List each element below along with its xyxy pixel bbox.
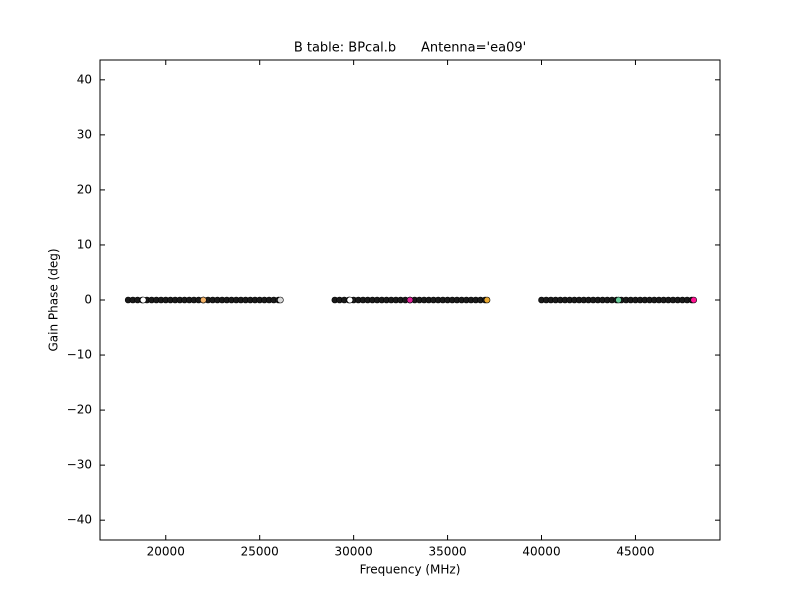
y-tick-label: −10 [67, 348, 92, 362]
data-point [406, 296, 414, 304]
y-tick-label: 10 [77, 237, 92, 251]
data-point [277, 296, 284, 304]
data-point [483, 296, 491, 304]
y-tick-label: 40 [77, 72, 92, 86]
x-tick-label: 30000 [335, 545, 373, 559]
y-tick-label: −20 [67, 403, 92, 417]
x-tick-label: 35000 [428, 545, 466, 559]
y-tick-label: 0 [84, 293, 92, 307]
plot-area [124, 296, 697, 304]
y-tick-label: −40 [67, 513, 92, 527]
data-point [139, 296, 147, 304]
x-tick-label: 45000 [616, 545, 654, 559]
data-point [690, 296, 697, 304]
y-tick-label: 20 [77, 182, 92, 196]
data-point [346, 296, 354, 304]
x-tick-label: 20000 [147, 545, 185, 559]
y-tick-label: 30 [77, 127, 92, 141]
x-axis-label: Frequency (MHz) [360, 563, 461, 577]
y-tick-label: −30 [67, 458, 92, 472]
data-point [615, 296, 622, 304]
x-tick-label: 25000 [241, 545, 279, 559]
chart-title: B table: BPcal.b Antenna='ea09' [294, 41, 526, 56]
x-tick-label: 40000 [522, 545, 560, 559]
y-axis-label: Gain Phase (deg) [47, 248, 61, 351]
data-point [200, 296, 207, 304]
